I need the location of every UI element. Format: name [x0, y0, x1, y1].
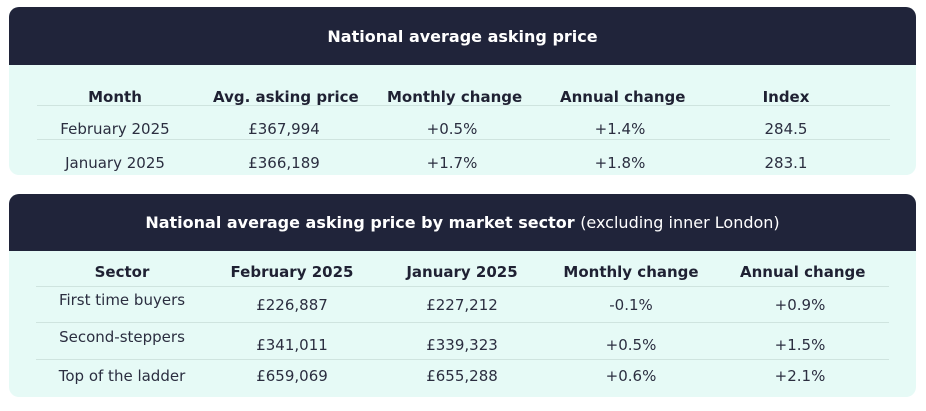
column-header-january-2025: January 2025: [406, 263, 518, 281]
monthly-change-cell: +0.5%: [426, 120, 478, 138]
header-divider: [36, 286, 889, 287]
index-cell: 284.5: [764, 120, 808, 138]
annual-change-cell: +0.9%: [774, 296, 826, 314]
row-divider: [36, 359, 889, 360]
sector-cell: Second-steppers: [59, 328, 185, 346]
monthly-change-cell: +0.5%: [605, 336, 657, 354]
sector-cell: Top of the ladder: [58, 367, 186, 385]
column-header-monthly-change: Monthly change: [563, 263, 699, 281]
sector-cell: First time buyers: [58, 291, 186, 309]
month-cell: January 2025: [65, 154, 165, 172]
price-cell: £367,994: [248, 120, 320, 138]
national-table: Month Avg. asking price Monthly change A…: [37, 65, 890, 175]
january-price-cell: £227,212: [426, 296, 498, 314]
january-price-cell: £655,288: [426, 367, 498, 385]
national-asking-price-panel: National average asking price Month Avg.…: [9, 7, 916, 175]
sector-panel-title: National average asking price by market …: [145, 213, 575, 232]
sector-panel-header: National average asking price by market …: [9, 194, 916, 251]
monthly-change-cell: +1.7%: [426, 154, 478, 172]
annual-change-cell: +2.1%: [774, 367, 826, 385]
national-panel-title: National average asking price: [327, 26, 598, 46]
february-price-cell: £659,069: [256, 367, 328, 385]
january-price-cell: £339,323: [426, 336, 498, 354]
column-header-sector: Sector: [94, 263, 150, 281]
column-header-february-2025: February 2025: [230, 263, 354, 281]
national-panel-header: National average asking price: [9, 7, 916, 65]
annual-change-cell: +1.5%: [774, 336, 826, 354]
annual-change-cell: +1.8%: [594, 154, 646, 172]
column-header-annual-change: Annual change: [740, 263, 866, 281]
february-price-cell: £226,887: [256, 296, 328, 314]
month-cell: February 2025: [60, 120, 170, 138]
column-header-month: Month: [88, 88, 142, 106]
index-cell: 283.1: [764, 154, 808, 172]
column-header-monthly-change: Monthly change: [387, 88, 523, 106]
header-divider: [37, 105, 890, 106]
row-divider: [36, 322, 889, 323]
annual-change-cell: +1.4%: [594, 120, 646, 138]
column-header-avg-asking-price: Avg. asking price: [213, 88, 359, 106]
february-price-cell: £341,011: [256, 336, 328, 354]
column-header-index: Index: [762, 88, 810, 106]
monthly-change-cell: +0.6%: [605, 367, 657, 385]
monthly-change-cell: -0.1%: [609, 296, 653, 314]
row-divider: [37, 139, 890, 140]
price-cell: £366,189: [248, 154, 320, 172]
market-sector-panel: National average asking price by market …: [9, 194, 916, 397]
column-header-annual-change: Annual change: [560, 88, 686, 106]
sector-panel-title-suffix: (excluding inner London): [580, 213, 780, 232]
sector-table: Sector February 2025 January 2025 Monthl…: [36, 251, 889, 397]
